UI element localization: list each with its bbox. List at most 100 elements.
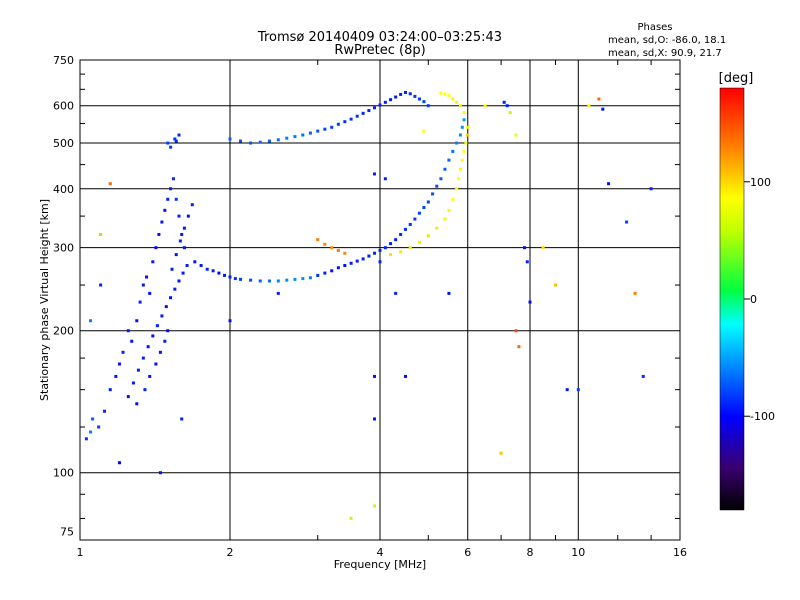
stats-line-2: mean, sd,X: 90.9, 21.7 — [608, 48, 722, 59]
data-point — [435, 226, 439, 230]
data-point — [158, 350, 162, 354]
data-point — [417, 211, 421, 215]
data-point — [157, 232, 161, 236]
data-point — [399, 250, 403, 254]
data-point — [316, 238, 320, 242]
x-tick-label: 1 — [77, 546, 84, 559]
data-point — [349, 261, 353, 265]
data-point — [163, 339, 167, 343]
data-point — [403, 227, 407, 231]
colorbar-ticks: 100 0 -100 — [744, 176, 775, 423]
data-point — [239, 277, 243, 281]
data-point — [301, 277, 305, 281]
data-point — [138, 300, 142, 304]
data-point — [455, 100, 459, 104]
data-point — [343, 251, 347, 255]
y-tick-label: 400 — [53, 183, 74, 196]
data-point — [641, 374, 645, 378]
data-point — [508, 111, 512, 115]
data-point — [190, 203, 194, 207]
data-point — [528, 300, 532, 304]
data-point — [565, 388, 569, 392]
data-point — [447, 291, 451, 295]
colorbar: [deg] 100 0 -100 — [719, 71, 775, 511]
data-point — [403, 90, 407, 94]
data-point — [323, 271, 327, 275]
data-point — [193, 260, 197, 264]
data-point — [458, 167, 462, 171]
y-tick-label: 300 — [53, 242, 74, 255]
data-point — [607, 182, 611, 186]
data-point — [443, 167, 447, 171]
x-tick-label: 4 — [377, 546, 384, 559]
data-point — [499, 451, 503, 455]
data-point — [205, 267, 209, 271]
data-point — [166, 141, 170, 145]
data-point — [276, 279, 280, 283]
data-point — [163, 208, 167, 212]
data-point — [276, 291, 280, 295]
data-point — [182, 226, 186, 230]
data-point — [108, 182, 112, 186]
data-point — [228, 137, 232, 141]
data-point — [458, 104, 462, 108]
data-point — [146, 345, 150, 349]
data-point — [505, 104, 509, 108]
data-point — [126, 329, 130, 333]
data-point — [422, 206, 426, 210]
data-point — [173, 137, 177, 141]
data-point — [228, 319, 232, 323]
data-point — [417, 97, 421, 101]
data-point — [301, 133, 305, 137]
data-point — [541, 246, 545, 250]
data-point — [145, 275, 149, 279]
data-point — [169, 296, 173, 300]
colorbar-tick-label: 100 — [750, 176, 771, 189]
data-point — [451, 149, 455, 153]
data-point — [587, 104, 591, 108]
data-point — [378, 248, 382, 252]
data-point — [174, 197, 178, 201]
y-tick-label: 100 — [53, 467, 74, 480]
data-point — [426, 200, 430, 204]
data-point — [267, 279, 271, 283]
data-point — [141, 356, 145, 360]
data-point — [435, 184, 439, 188]
data-point — [223, 273, 227, 277]
data-point — [361, 111, 365, 115]
data-point — [177, 214, 181, 218]
data-point — [89, 430, 93, 434]
y-axis-ticks: 75 100 200 300 400 500 600 750 — [53, 54, 680, 539]
data-point — [383, 177, 387, 181]
data-point — [316, 273, 320, 277]
data-point — [378, 103, 382, 107]
data-point — [330, 246, 334, 250]
data-point — [308, 131, 312, 135]
data-point — [169, 187, 173, 191]
data-point — [343, 120, 347, 124]
data-point — [171, 177, 175, 181]
data-point — [249, 141, 253, 145]
data-point — [373, 504, 377, 508]
data-point — [514, 329, 518, 333]
data-point — [399, 92, 403, 96]
data-point — [166, 329, 170, 333]
data-point — [462, 111, 466, 115]
data-point — [447, 158, 451, 162]
data-point — [136, 368, 140, 372]
data-point — [166, 197, 170, 201]
data-point — [131, 381, 135, 385]
data-point — [117, 461, 121, 465]
data-point — [460, 125, 464, 129]
data-point — [330, 269, 334, 273]
y-tick-label: 500 — [53, 137, 74, 150]
data-point — [180, 232, 184, 236]
data-point — [443, 217, 447, 221]
data-point — [462, 149, 466, 153]
data-point — [367, 254, 371, 258]
data-point — [336, 122, 340, 126]
data-point — [185, 264, 189, 268]
data-point — [408, 246, 412, 250]
x-tick-label: 6 — [464, 546, 471, 559]
data-point — [169, 145, 173, 149]
